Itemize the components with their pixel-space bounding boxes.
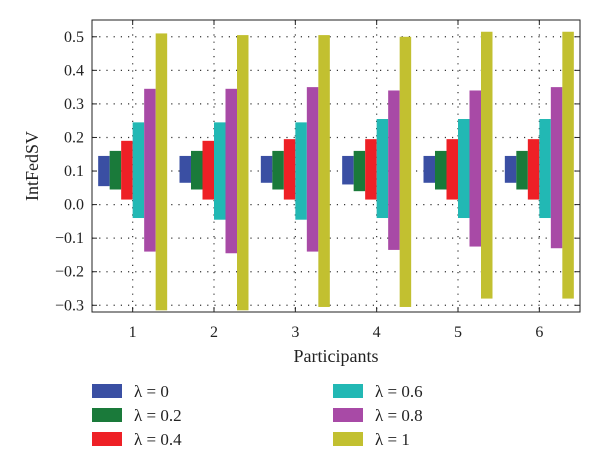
bar	[435, 150, 447, 190]
bar	[132, 122, 145, 219]
bar	[539, 119, 551, 219]
y-tick-label: −0.2	[55, 264, 84, 281]
bar	[225, 88, 237, 254]
legend: λ = 0 λ = 0.2 λ = 0.4 λ = 0.6 λ = 0.8 λ = 1	[92, 382, 423, 449]
bar	[388, 90, 400, 250]
bar	[399, 36, 412, 307]
bar	[481, 31, 493, 299]
legend-label: λ = 0.6	[375, 382, 423, 401]
y-tick-label: −0.3	[55, 297, 84, 314]
y-tick-label: −0.1	[55, 230, 84, 247]
y-tick-label: 0.5	[64, 29, 84, 46]
bar	[469, 90, 481, 247]
bar	[365, 139, 377, 200]
bar	[376, 119, 389, 219]
bar	[562, 31, 574, 299]
legend-swatch	[92, 432, 122, 446]
x-axis: 1 2 3 4 5 6	[129, 20, 543, 341]
bar	[260, 155, 273, 183]
bar	[550, 87, 563, 249]
legend-label: λ = 0	[134, 382, 169, 401]
bar	[98, 155, 110, 187]
bar	[527, 139, 540, 200]
y-tick-label: 0.1	[64, 163, 84, 180]
bar	[144, 88, 156, 252]
legend-label: λ = 0.8	[375, 406, 423, 425]
y-tick-label: 0.0	[64, 197, 84, 214]
bar	[446, 139, 458, 200]
bar	[272, 150, 284, 190]
bar	[109, 150, 122, 190]
bar	[237, 35, 249, 311]
bar	[191, 150, 203, 190]
bar	[342, 155, 354, 185]
bar	[179, 155, 191, 183]
legend-swatch	[333, 432, 363, 446]
y-tick-label: 0.3	[64, 96, 84, 113]
bar	[318, 35, 330, 307]
legend-swatch	[333, 384, 363, 398]
y-tick-label: 0.4	[64, 62, 84, 79]
y-axis-title: IntFedSV	[22, 131, 42, 201]
x-tick-label: 3	[291, 324, 299, 341]
bars-layer	[98, 31, 574, 311]
bar	[353, 150, 366, 192]
legend-swatch	[333, 408, 363, 422]
legend-swatch	[92, 384, 122, 398]
x-axis-title: Participants	[294, 346, 379, 366]
bar	[458, 119, 470, 219]
legend-label: λ = 0.2	[134, 406, 182, 425]
bar	[504, 155, 517, 183]
x-tick-label: 2	[210, 324, 218, 341]
x-tick-label: 6	[535, 324, 543, 341]
bar	[214, 122, 226, 220]
bar	[155, 33, 168, 311]
bar	[283, 139, 296, 200]
y-tick-label: 0.2	[64, 129, 84, 146]
x-tick-label: 1	[129, 324, 137, 341]
bar	[295, 122, 307, 220]
x-tick-label: 4	[373, 324, 381, 341]
bar	[306, 87, 319, 252]
bar	[121, 140, 133, 200]
bar	[516, 150, 528, 190]
bar	[202, 140, 214, 200]
legend-label: λ = 1	[375, 430, 410, 449]
legend-swatch	[92, 408, 122, 422]
x-tick-label: 5	[454, 324, 462, 341]
y-axis: −0.3 −0.2 −0.1 0.0 0.1 0.2 0.3 0.4 0.5	[55, 29, 580, 314]
bar	[423, 155, 435, 183]
legend-label: λ = 0.4	[134, 430, 182, 449]
plot-frame	[91, 19, 581, 313]
